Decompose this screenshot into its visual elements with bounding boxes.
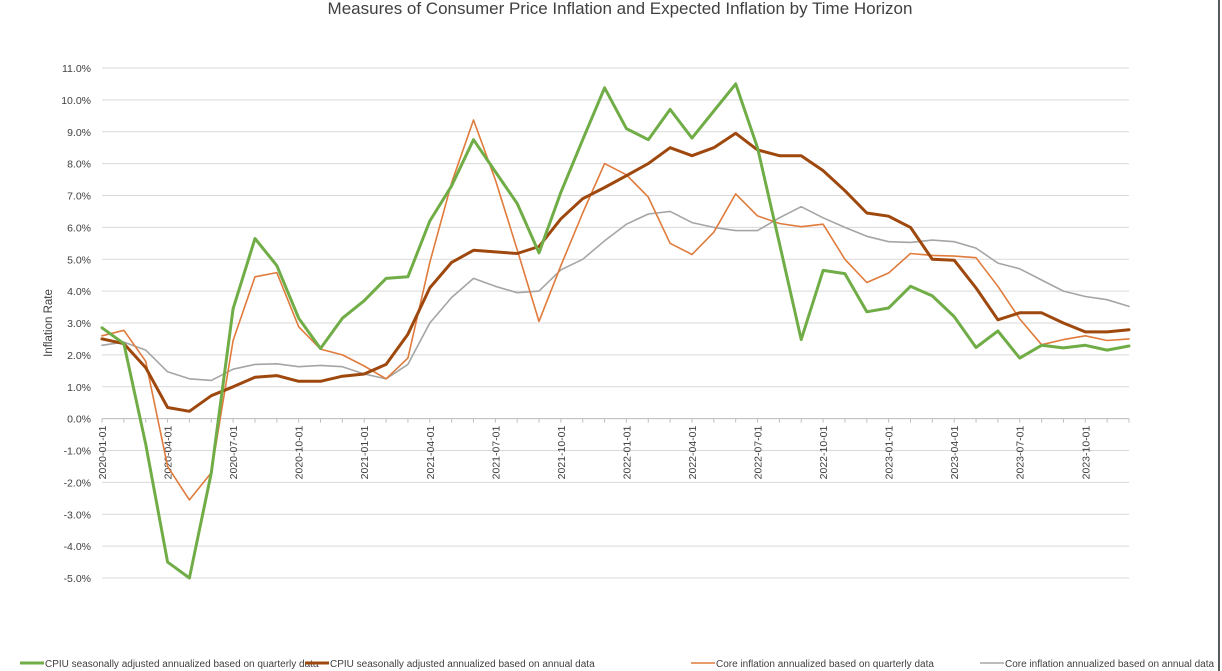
y-tick-label: 6.0% xyxy=(67,222,91,234)
x-tick-label: 2021-10-01 xyxy=(556,425,568,479)
x-tick-label: 2020-10-01 xyxy=(294,425,306,479)
y-axis-ticks: 11.0% 10.0% 9.0% 8.0% 7.0% 6.0% 5.0% 4.0% 3.0% 2.… xyxy=(61,63,91,585)
x-axis: 2020-01-01 2020-04-01 2020-07-01 2020-10-01… xyxy=(97,418,1130,479)
y-tick-label: 7.0% xyxy=(67,191,91,203)
x-tick-label: 2022-01-01 xyxy=(621,425,633,479)
x-tick-label: 2023-04-01 xyxy=(949,425,961,479)
y-tick-label: 0.0% xyxy=(67,414,91,426)
y-tick-label: -5.0% xyxy=(64,573,91,585)
y-tick-label: 1.0% xyxy=(67,382,91,394)
x-tick-label: 2023-01-01 xyxy=(884,425,896,479)
y-tick-label: 4.0% xyxy=(67,286,91,298)
x-tick-label: 2021-07-01 xyxy=(490,425,502,479)
legend-item: CPIU seasonally adjusted annualized base… xyxy=(20,659,319,670)
legend-label: CPIU seasonally adjusted annualized base… xyxy=(45,659,319,670)
x-tick-label: 2020-07-01 xyxy=(228,425,240,479)
chart-title: Measures of Consumer Price Inflation and… xyxy=(328,0,913,18)
y-tick-label: 2.0% xyxy=(67,350,91,362)
legend-label: Core inflation annualized based on quart… xyxy=(716,659,934,670)
gridlines xyxy=(102,67,1129,579)
y-tick-label: -3.0% xyxy=(64,509,91,521)
legend: CPIU seasonally adjusted annualized base… xyxy=(20,659,1214,670)
x-tick-label: 2022-10-01 xyxy=(818,425,830,479)
x-tick-label: 2020-01-01 xyxy=(97,425,109,479)
series-line-2 xyxy=(100,131,1131,413)
x-tick-label: 2023-07-01 xyxy=(1015,425,1027,479)
series-line-4 xyxy=(101,205,1130,382)
legend-item: Core inflation annualized based on annua… xyxy=(980,659,1214,670)
x-tick-label: 2021-04-01 xyxy=(425,425,437,479)
x-tick-label: 2021-01-01 xyxy=(359,425,371,479)
y-axis-label: Inflation Rate xyxy=(43,289,55,357)
x-tick-label: 2023-10-01 xyxy=(1080,425,1092,479)
series-lines xyxy=(100,82,1131,580)
x-tick-label: 2020-04-01 xyxy=(163,425,175,479)
y-tick-label: -4.0% xyxy=(64,541,91,553)
legend-label: CPIU seasonally adjusted annualized base… xyxy=(330,659,595,670)
y-tick-label: 11.0% xyxy=(62,63,91,75)
legend-label: Core inflation annualized based on annua… xyxy=(1005,659,1214,670)
y-tick-label: 10.0% xyxy=(61,95,91,107)
legend-item: CPIU seasonally adjusted annualized base… xyxy=(305,659,595,670)
series-line-1 xyxy=(100,82,1131,580)
series-line-3 xyxy=(101,119,1130,501)
y-tick-label: 8.0% xyxy=(67,159,91,171)
y-tick-label: 5.0% xyxy=(67,254,91,266)
x-tick-label: 2022-04-01 xyxy=(687,425,699,479)
y-tick-label: -1.0% xyxy=(64,446,91,458)
window-edge xyxy=(1218,0,1220,671)
y-tick-label: 9.0% xyxy=(67,127,91,139)
y-tick-label: -2.0% xyxy=(64,477,91,489)
y-tick-label: 3.0% xyxy=(67,318,91,330)
legend-item: Core inflation annualized based on quart… xyxy=(691,659,934,670)
x-tick-label: 2022-07-01 xyxy=(753,425,765,479)
